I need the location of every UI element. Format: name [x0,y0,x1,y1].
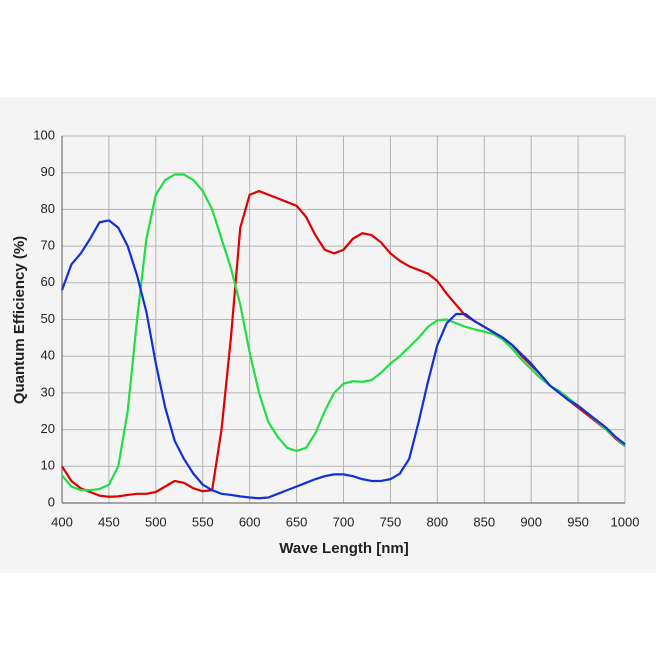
data-line [60,219,626,500]
x-tick-label: 550 [192,514,214,529]
x-tick-label: 750 [380,514,402,529]
x-tick-label: 800 [426,514,448,529]
x-tick-label: 400 [51,514,73,529]
data-line [61,173,626,492]
data-line [61,189,626,498]
x-tick-label: 700 [333,514,355,529]
y-tick-label: 60 [41,274,55,289]
y-tick-label: 20 [41,421,55,436]
x-tick-label: 1000 [611,514,640,529]
x-tick-label: 600 [239,514,261,529]
x-tick-label: 450 [98,514,120,529]
y-tick-label: 10 [41,458,55,473]
y-tick-label: 0 [48,494,55,509]
y-tick-label: 70 [41,238,55,253]
y-axis-label: Quantum Efficiency (%) [11,236,28,404]
x-tick-label: 500 [145,514,167,529]
y-tick-label: 50 [41,311,55,326]
x-tick-label: 650 [286,514,308,529]
chart-background [0,97,656,573]
x-axis-label: Wave Length [nm] [279,540,408,557]
x-tick-label: 850 [473,514,495,529]
y-tick-label: 30 [41,384,55,399]
y-tick-label: 40 [41,348,55,363]
x-tick-label: 950 [567,514,589,529]
y-tick-label: 90 [41,164,55,179]
y-tick-label: 100 [33,127,55,142]
y-tick-label: 80 [41,201,55,216]
x-tick-label: 900 [520,514,542,529]
